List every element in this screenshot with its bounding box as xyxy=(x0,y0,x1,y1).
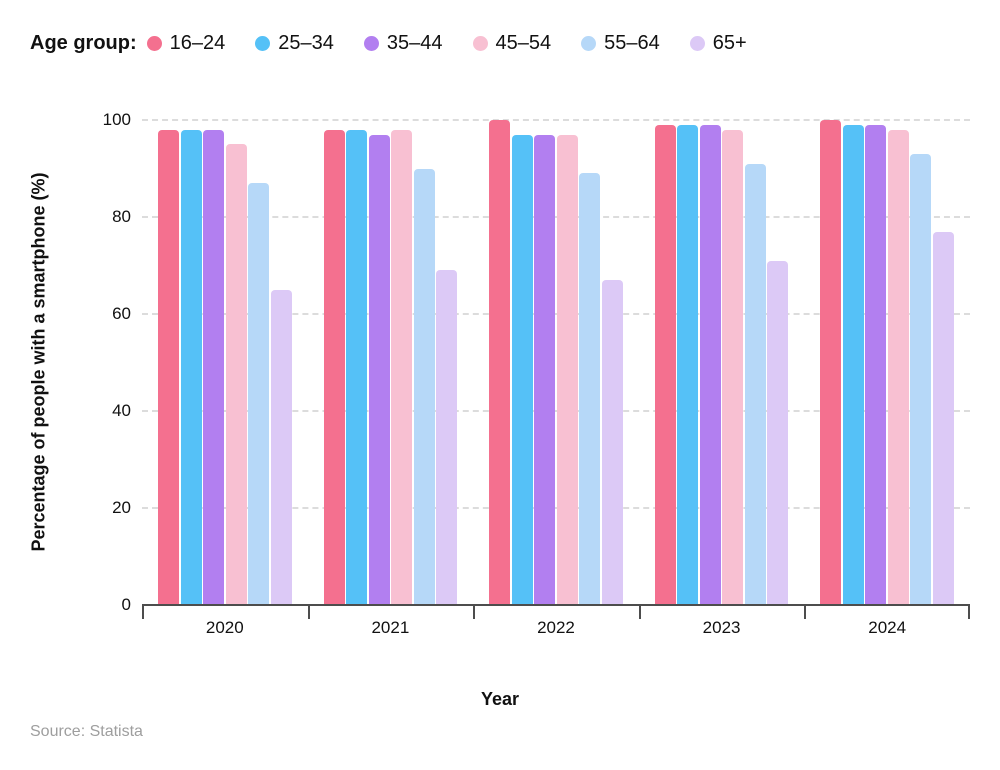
bar-45–54-2021 xyxy=(391,129,413,605)
legend-item-label: 16–24 xyxy=(169,31,226,54)
bar-65+-2020 xyxy=(270,289,292,605)
legend-item-16–24: 16–24 xyxy=(146,31,226,55)
legend: Age group: 16–24 25–34 35–44 45–54 55–64 65+ xyxy=(30,30,747,56)
bar-35–44-2022 xyxy=(534,134,556,605)
legend-items: 16–24 25–34 35–44 45–54 55–64 65+ xyxy=(146,31,747,55)
plot-area xyxy=(142,119,970,619)
bar-65+-2021 xyxy=(436,270,458,605)
x-category-label-2022: 2022 xyxy=(537,618,575,637)
bar-55–64-2022 xyxy=(579,173,601,605)
legend-item-35–44: 35–44 xyxy=(363,31,443,55)
bar-45–54-2020 xyxy=(225,144,247,605)
gridline-60 xyxy=(142,313,970,315)
bar-45–54-2024 xyxy=(887,129,909,605)
legend-dot-icon xyxy=(146,35,162,51)
legend-dot-icon xyxy=(363,35,379,51)
gridline-80 xyxy=(142,216,970,218)
legend-dot-icon xyxy=(581,35,597,51)
bar-55–64-2024 xyxy=(910,153,932,605)
y-tick-label-0: 0 xyxy=(121,595,131,614)
bar-35–44-2023 xyxy=(699,124,721,605)
bar-25–34-2023 xyxy=(677,124,699,605)
x-axis-tick-2 xyxy=(473,605,476,619)
x-axis-line xyxy=(142,604,970,606)
legend-item-label: 65+ xyxy=(712,31,747,54)
bar-65+-2024 xyxy=(932,231,954,605)
y-tick-label-60: 60 xyxy=(112,304,131,323)
x-axis-tick-0 xyxy=(142,605,144,619)
gridline-40 xyxy=(142,410,970,412)
y-tick-label-80: 80 xyxy=(112,207,131,226)
x-axis-tick-3 xyxy=(638,605,641,619)
bar-16–24-2022 xyxy=(489,120,511,605)
legend-item-label: 35–44 xyxy=(386,31,443,54)
bar-25–34-2020 xyxy=(180,129,202,605)
x-axis-title: Year xyxy=(480,689,520,709)
bar-55–64-2023 xyxy=(744,163,766,605)
legend-dot-icon xyxy=(689,35,705,51)
x-axis-tick-5 xyxy=(968,605,970,619)
y-axis-title: Percentage of people with a smartphone (… xyxy=(28,172,49,552)
bar-25–34-2024 xyxy=(842,124,864,605)
bar-45–54-2023 xyxy=(722,129,744,605)
legend-item-45–54: 45–54 xyxy=(472,31,552,55)
x-axis-tick-1 xyxy=(307,605,310,619)
bar-65+-2023 xyxy=(767,260,789,605)
bar-25–34-2022 xyxy=(511,134,533,605)
bar-16–24-2024 xyxy=(820,120,842,605)
bar-35–44-2020 xyxy=(203,129,225,605)
bar-35–44-2021 xyxy=(368,134,390,605)
legend-dot-icon xyxy=(255,35,271,51)
source-note: Source: Statista xyxy=(30,723,143,740)
legend-item-25–34: 25–34 xyxy=(255,32,334,55)
x-axis-tick-4 xyxy=(804,605,807,619)
x-category-label-2020: 2020 xyxy=(205,618,244,637)
legend-item-label: 25–34 xyxy=(278,31,334,54)
bar-16–24-2021 xyxy=(323,129,345,605)
legend-item-label: 55–64 xyxy=(604,31,660,54)
x-category-label-2023: 2023 xyxy=(702,618,741,637)
y-tick-label-20: 20 xyxy=(112,498,131,517)
legend-item-65+: 65+ xyxy=(689,31,747,55)
legend-dot-icon xyxy=(472,35,488,51)
legend-item-label: 45–54 xyxy=(495,31,552,54)
x-category-label-2021: 2021 xyxy=(371,618,410,637)
bar-45–54-2022 xyxy=(556,134,578,605)
x-category-label-2024: 2024 xyxy=(868,618,907,637)
bar-55–64-2020 xyxy=(248,183,270,605)
gridline-100 xyxy=(142,119,970,121)
bar-65+-2022 xyxy=(601,280,623,605)
bar-16–24-2020 xyxy=(158,129,180,605)
bar-16–24-2023 xyxy=(654,124,676,605)
legend-item-55–64: 55–64 xyxy=(581,32,660,55)
legend-title: Age group: xyxy=(30,31,137,54)
y-tick-label-100: 100 xyxy=(102,110,131,129)
bar-25–34-2021 xyxy=(346,129,368,605)
bar-35–44-2024 xyxy=(865,124,887,605)
y-tick-label-40: 40 xyxy=(112,401,131,420)
gridline-20 xyxy=(142,507,970,509)
bar-55–64-2021 xyxy=(413,168,435,605)
